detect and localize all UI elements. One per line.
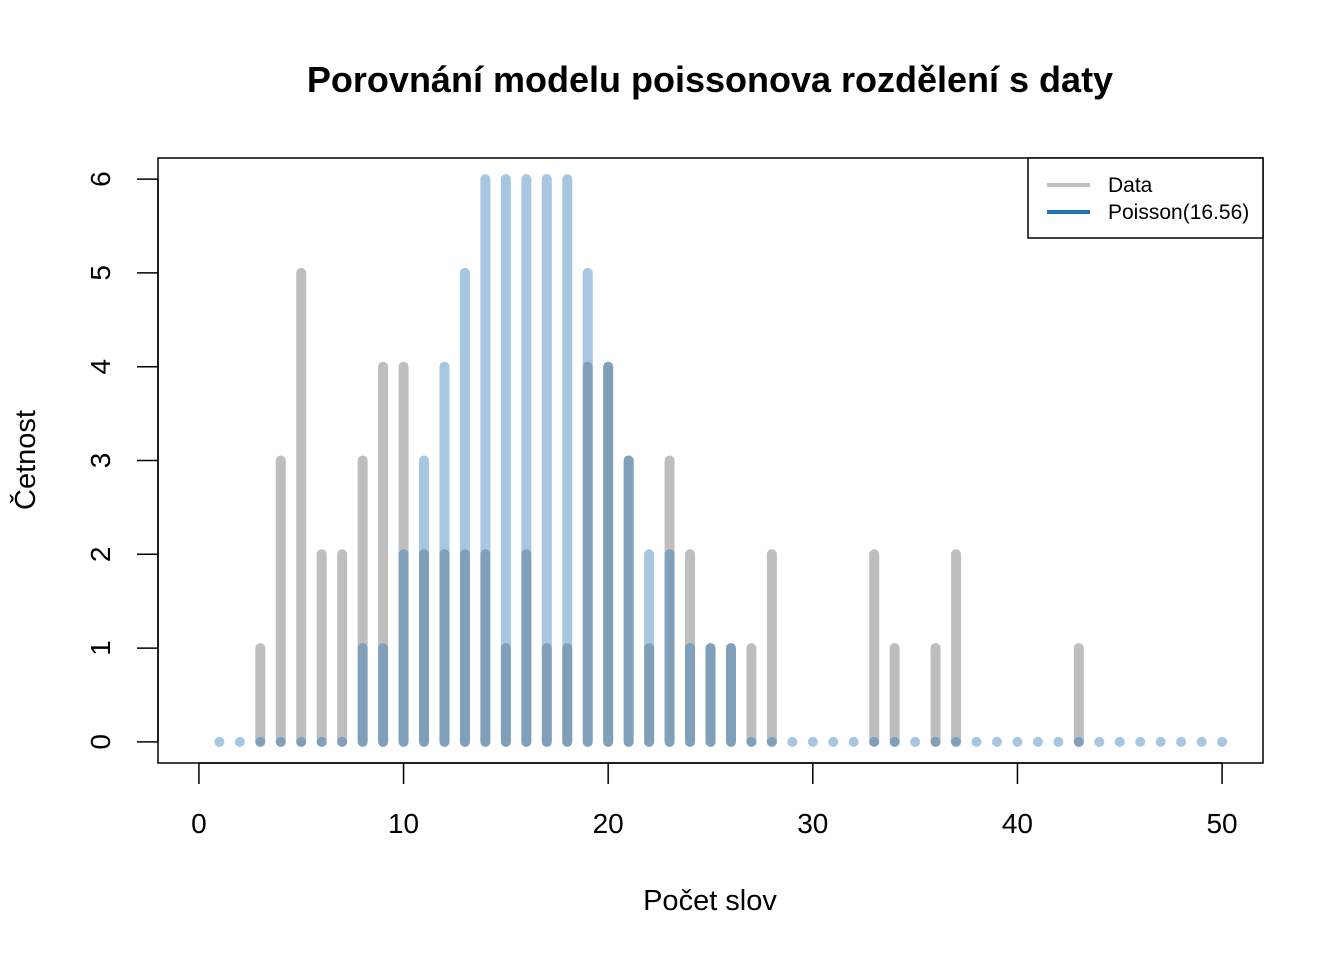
legend-label-poisson: Poisson(16.56) xyxy=(1108,201,1249,224)
x-axis-label: Počet slov xyxy=(643,885,777,917)
x-tick-label-50: 50 xyxy=(1206,808,1237,839)
x-tick-label-30: 30 xyxy=(797,808,828,839)
y-tick-label-6: 6 xyxy=(85,171,116,187)
x-tick-label-0: 0 xyxy=(191,808,207,839)
x-axis: 0 10 20 30 40 50 xyxy=(191,762,1238,839)
data-series xyxy=(255,267,1084,747)
y-axis: 0 1 2 3 4 5 6 xyxy=(85,171,159,750)
legend: Data Poisson(16.56) xyxy=(1027,157,1264,239)
legend-box xyxy=(1027,157,1264,239)
y-tick-label-4: 4 xyxy=(85,359,116,375)
y-axis-label: Četnost xyxy=(8,410,42,510)
poisson-series xyxy=(214,174,1228,747)
y-tick-label-5: 5 xyxy=(85,265,116,281)
x-tick-label-10: 10 xyxy=(388,808,419,839)
chart-title: Porovnání modelu poissonova rozdělení s … xyxy=(307,59,1113,100)
y-tick-label-2: 2 xyxy=(85,547,116,563)
y-tick-label-3: 3 xyxy=(85,453,116,469)
legend-label-data: Data xyxy=(1108,174,1153,197)
y-tick-label-0: 0 xyxy=(85,734,116,750)
x-tick-label-40: 40 xyxy=(1002,808,1033,839)
y-tick-label-1: 1 xyxy=(85,640,116,656)
x-tick-label-20: 20 xyxy=(593,808,624,839)
